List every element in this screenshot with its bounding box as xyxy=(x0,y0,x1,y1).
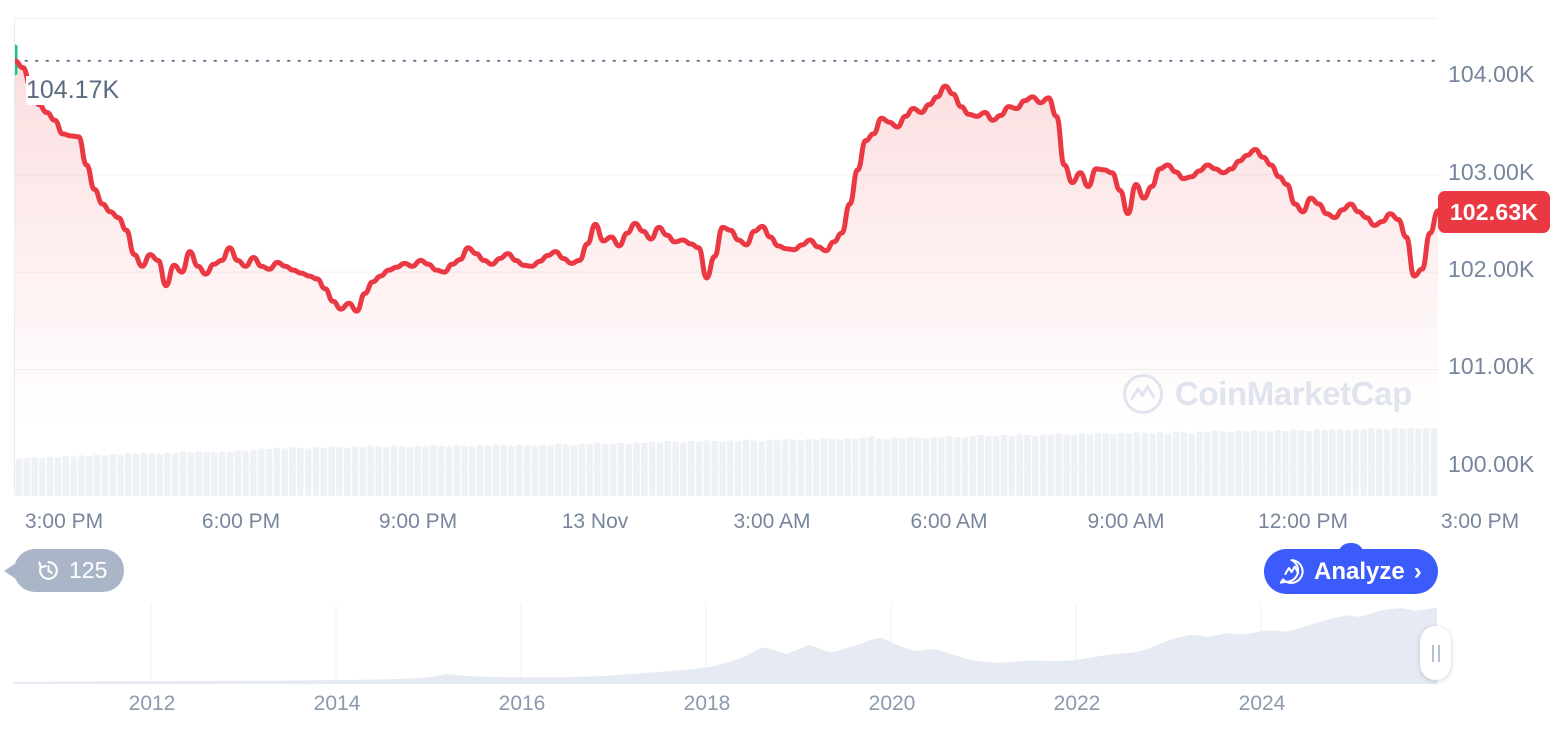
analyze-button-label: Analyze xyxy=(1314,557,1405,585)
navigator-tick-label: 2016 xyxy=(498,692,546,715)
navigator-plot[interactable] xyxy=(14,604,1437,684)
cmc-logo-icon xyxy=(1279,559,1304,584)
x-axis-tick-label: 12:00 PM xyxy=(1258,510,1348,533)
high-price-marker-label: 104.17K xyxy=(26,76,126,105)
x-axis-tick-label: 13 Nov xyxy=(561,510,629,533)
x-axis-tick-label: 6:00 PM xyxy=(201,510,281,533)
navigator-tick-label: 2018 xyxy=(683,692,731,715)
handle-grip-bar xyxy=(1437,644,1440,662)
x-axis-tick-label: 9:00 AM xyxy=(1087,510,1165,533)
range-navigator[interactable]: 2012 2014 2016 2018 2020 2022 2024 xyxy=(0,604,1566,732)
current-price-badge: 102.63K xyxy=(1438,191,1550,233)
x-axis-tick-label: 6:00 AM xyxy=(910,510,988,533)
chevron-right-icon: › xyxy=(1413,557,1422,585)
badge-tail xyxy=(4,562,16,579)
history-clock-icon xyxy=(38,561,58,580)
navigator-x-axis: 2012 2014 2016 2018 2020 2022 2024 xyxy=(0,692,1566,726)
plot-area[interactable] xyxy=(14,18,1438,496)
navigator-area-chart xyxy=(14,604,1437,684)
analyze-button[interactable]: Analyze › xyxy=(1264,543,1438,594)
navigator-tick-label: 2012 xyxy=(128,692,176,715)
navigator-tick-label: 2022 xyxy=(1053,692,1101,715)
x-axis: 3:00 PM 6:00 PM 9:00 PM 13 Nov 3:00 AM 6:00 A… xyxy=(0,510,1566,544)
navigator-tick-label: 2020 xyxy=(868,692,916,715)
y-axis-tick-label: 102.00K xyxy=(1448,256,1535,283)
price-chart-panel[interactable]: 104.17K 102.63K CoinMarketCap 104.00K 103… xyxy=(0,0,1566,533)
button-nub xyxy=(1337,543,1364,555)
y-axis-tick-label: 101.00K xyxy=(1448,353,1535,380)
history-count-badge[interactable]: 125 xyxy=(4,549,125,592)
navigator-tick-label: 2014 xyxy=(313,692,361,715)
x-axis-tick-label: 3:00 PM xyxy=(24,510,104,533)
history-count-label: 125 xyxy=(69,557,108,583)
price-line-chart xyxy=(15,44,1438,496)
y-axis-tick-label: 104.00K xyxy=(1448,61,1535,88)
handle-grip-bar xyxy=(1431,644,1434,662)
y-axis-tick-label: 100.00K xyxy=(1448,450,1535,477)
x-axis-tick-label: 3:00 AM xyxy=(733,510,811,533)
x-axis-tick-label: 9:00 PM xyxy=(378,510,458,533)
x-axis-tick-label: 3:00 PM xyxy=(1440,510,1520,533)
navigator-left-handle[interactable] xyxy=(1420,626,1451,680)
navigator-tick-label: 2024 xyxy=(1238,692,1286,715)
y-axis-tick-label: 103.00K xyxy=(1448,158,1535,185)
y-axis: 104.00K 103.00K 102.00K 101.00K 100.00K xyxy=(1448,0,1566,500)
